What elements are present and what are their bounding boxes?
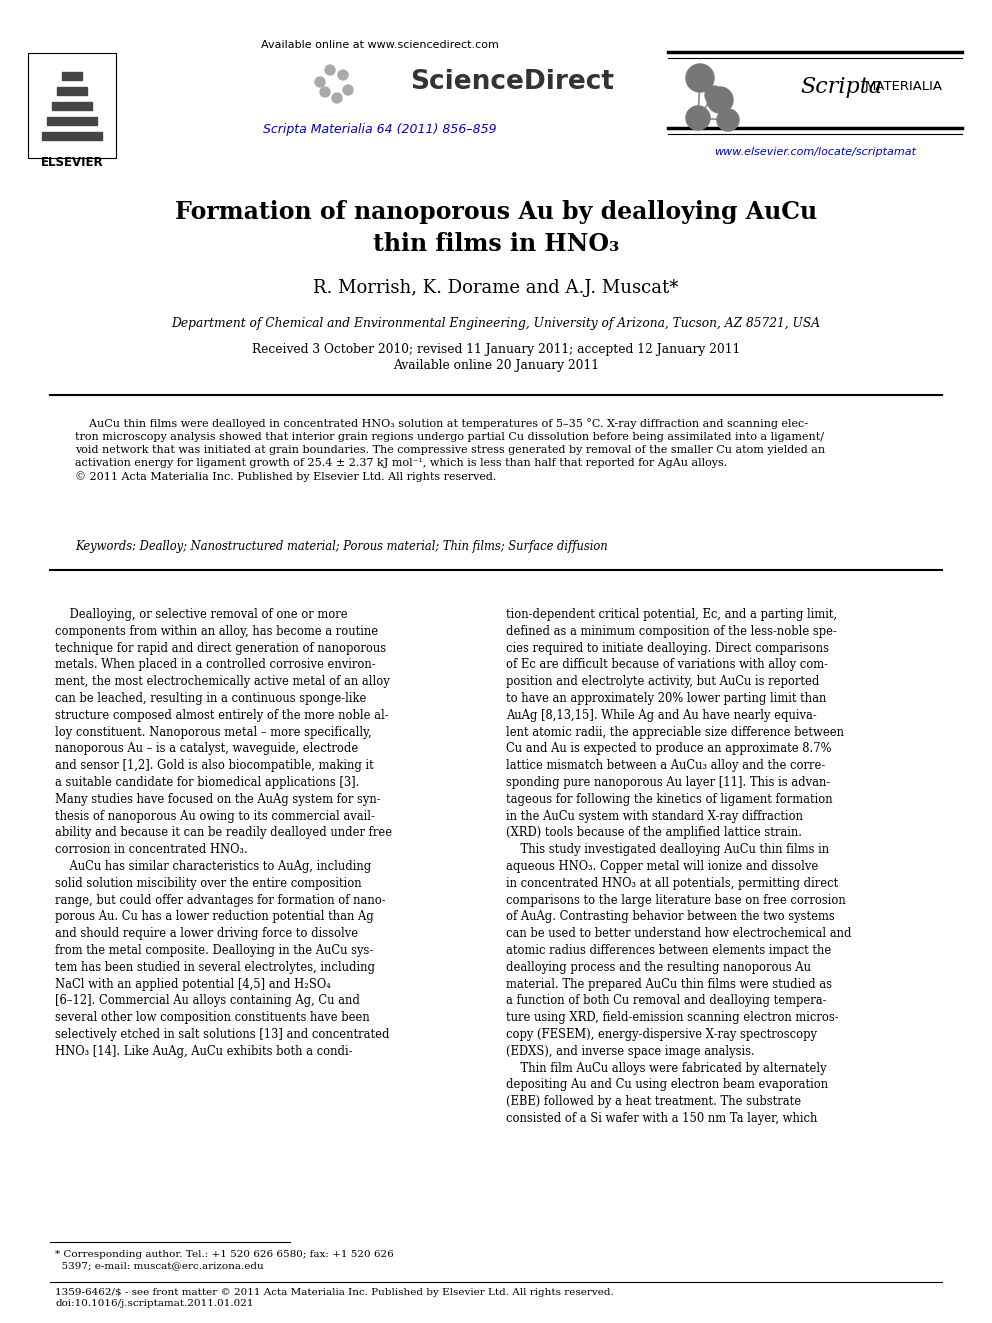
Text: R. Morrish, K. Dorame and A.J. Muscat*: R. Morrish, K. Dorame and A.J. Muscat* <box>313 279 679 296</box>
Circle shape <box>325 65 335 75</box>
Text: Keywords: Dealloy; Nanostructured material; Porous material; Thin films; Surface: Keywords: Dealloy; Nanostructured materi… <box>75 540 608 553</box>
Circle shape <box>320 87 330 97</box>
Text: Dealloying, or selective removal of one or more
components from within an alloy,: Dealloying, or selective removal of one … <box>55 609 392 1058</box>
Circle shape <box>338 70 348 79</box>
Circle shape <box>686 64 714 93</box>
Text: ELSEVIER: ELSEVIER <box>41 156 103 169</box>
Bar <box>57 87 87 95</box>
Text: Scripta Materialia 64 (2011) 856–859: Scripta Materialia 64 (2011) 856–859 <box>263 123 497 136</box>
Text: thin films in HNO₃: thin films in HNO₃ <box>373 232 619 255</box>
Bar <box>62 71 82 79</box>
Text: Formation of nanoporous Au by dealloying AuCu: Formation of nanoporous Au by dealloying… <box>175 200 817 224</box>
Text: ScienceDirect: ScienceDirect <box>410 69 614 95</box>
Text: Received 3 October 2010; revised 11 January 2011; accepted 12 January 2011: Received 3 October 2010; revised 11 Janu… <box>252 343 740 356</box>
Circle shape <box>705 86 723 105</box>
Bar <box>52 102 92 110</box>
Bar <box>47 116 97 124</box>
Circle shape <box>686 106 710 130</box>
Circle shape <box>315 77 325 87</box>
Text: MATERIALIA: MATERIALIA <box>865 81 943 94</box>
Text: Available online 20 January 2011: Available online 20 January 2011 <box>393 360 599 373</box>
Circle shape <box>332 93 342 103</box>
Circle shape <box>707 87 733 112</box>
Bar <box>42 132 102 140</box>
Bar <box>28 53 116 157</box>
Text: 1359-6462/$ - see front matter © 2011 Acta Materialia Inc. Published by Elsevier: 1359-6462/$ - see front matter © 2011 Ac… <box>55 1289 614 1308</box>
Text: tion-dependent critical potential, Ec, and a parting limit,
defined as a minimum: tion-dependent critical potential, Ec, a… <box>506 609 851 1125</box>
Text: Available online at www.sciencedirect.com: Available online at www.sciencedirect.co… <box>261 40 499 50</box>
Text: Scripta: Scripta <box>800 75 882 98</box>
Text: AuCu thin films were dealloyed in concentrated HNO₃ solution at temperatures of : AuCu thin films were dealloyed in concen… <box>75 418 825 482</box>
Text: www.elsevier.com/locate/scriptamat: www.elsevier.com/locate/scriptamat <box>714 147 916 157</box>
Circle shape <box>717 108 739 131</box>
Text: * Corresponding author. Tel.: +1 520 626 6580; fax: +1 520 626
  5397; e-mail: m: * Corresponding author. Tel.: +1 520 626… <box>55 1250 394 1270</box>
Text: Department of Chemical and Environmental Engineering, University of Arizona, Tuc: Department of Chemical and Environmental… <box>172 316 820 329</box>
Circle shape <box>343 85 353 95</box>
